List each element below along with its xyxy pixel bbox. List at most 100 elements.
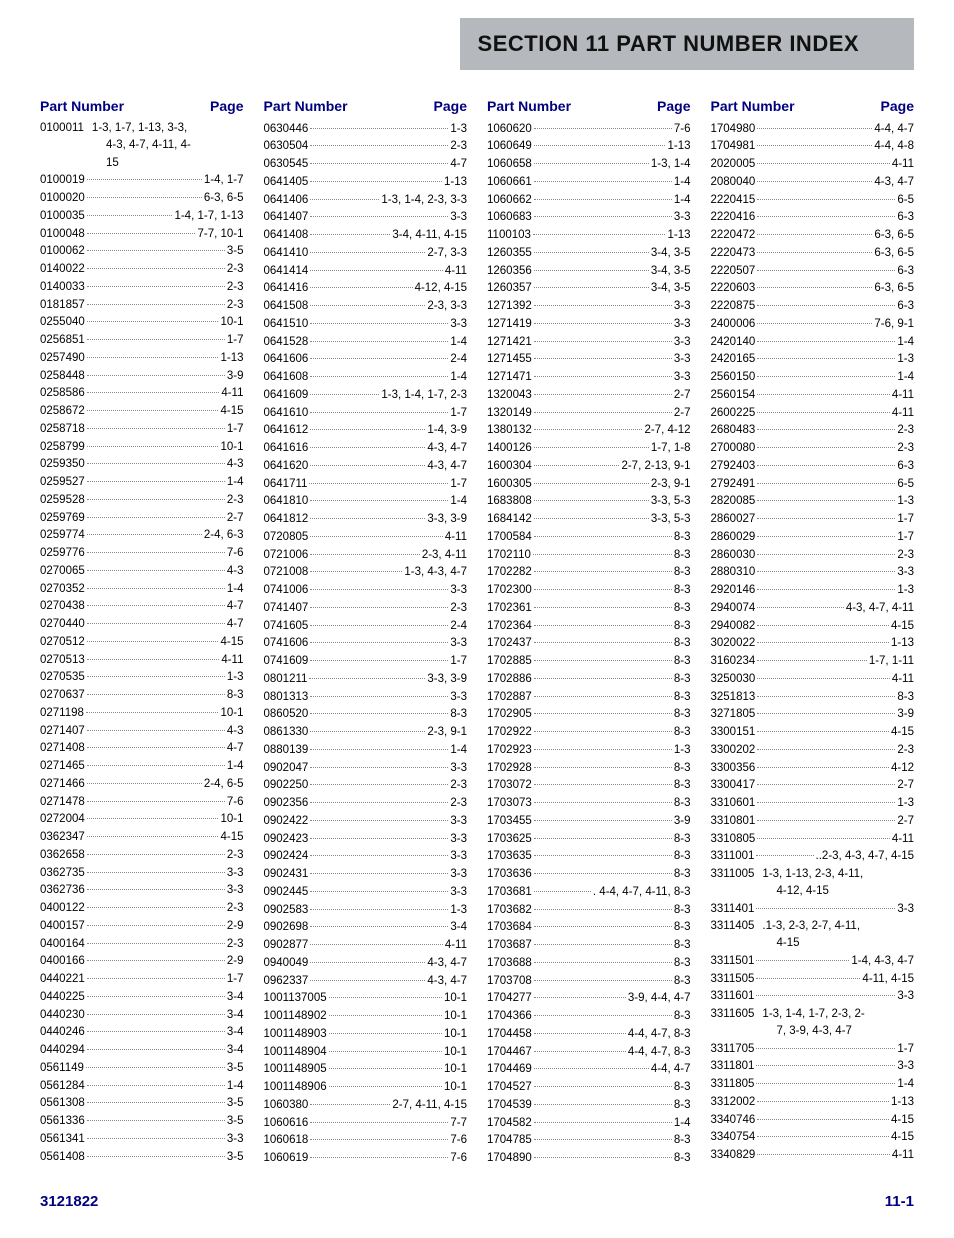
- leader-dots: [757, 1090, 889, 1102]
- part-number: 0902250: [264, 777, 309, 794]
- leader-dots: [534, 614, 672, 626]
- leader-dots: [87, 861, 225, 873]
- page-ref: 3-3: [674, 334, 691, 351]
- index-entry: 33114013-3: [711, 900, 915, 918]
- part-number: 2220875: [711, 298, 756, 315]
- leader-dots: [87, 222, 196, 234]
- part-number: 0860520: [264, 706, 309, 723]
- page-ref: 8-3: [674, 529, 691, 546]
- leader-dots: [534, 312, 672, 324]
- part-number: 2940074: [711, 600, 756, 617]
- leader-dots: [310, 224, 390, 236]
- part-number: 1704582: [487, 1115, 532, 1132]
- leader-dots: [757, 490, 895, 502]
- leader-dots: [534, 880, 591, 892]
- page-ref: 8-3: [674, 582, 691, 599]
- part-number: 1704277: [487, 990, 532, 1007]
- leader-dots: [757, 259, 895, 271]
- part-number: 0259527: [40, 474, 85, 491]
- part-number: 1702300: [487, 582, 532, 599]
- part-number: 1704785: [487, 1132, 532, 1149]
- leader-dots: [87, 382, 220, 394]
- page-ref: 10-1: [444, 990, 467, 1007]
- header-page: Page: [881, 98, 914, 114]
- index-column: Part NumberPage06304461-306305042-306305…: [264, 98, 468, 1167]
- page-ref: 2-3: [450, 795, 467, 812]
- page-ref: 2-3: [450, 138, 467, 155]
- leader-dots: [310, 721, 425, 733]
- part-number: 0641612: [264, 422, 309, 439]
- part-number: 1702923: [487, 742, 532, 759]
- page-ref: 1-3, 1-13, 2-3, 4-11,: [762, 866, 863, 883]
- page-ref: 8-3: [674, 653, 691, 670]
- leader-dots: [310, 153, 448, 165]
- page-ref: 8-3: [674, 955, 691, 972]
- part-number: 0362735: [40, 865, 85, 882]
- part-number: 0270352: [40, 581, 85, 598]
- leader-dots: [87, 1003, 225, 1015]
- page-ref: 3-3: [450, 760, 467, 777]
- part-number: 3340746: [711, 1112, 756, 1129]
- part-number: 1702887: [487, 689, 532, 706]
- leader-dots: [310, 135, 448, 147]
- part-number: 1703625: [487, 831, 532, 848]
- leader-dots: [87, 808, 219, 820]
- leader-dots: [87, 737, 225, 749]
- page-ref: 8-3: [674, 689, 691, 706]
- page-ref: 1-13: [667, 138, 690, 155]
- page-ref: 3-3: [227, 865, 244, 882]
- part-number: 1702282: [487, 564, 532, 581]
- page-ref: 10-1: [444, 1079, 467, 1096]
- part-number: 3311005: [711, 866, 755, 883]
- leader-dots: [87, 400, 219, 412]
- leader-dots: [310, 579, 448, 591]
- page-ref: 8-3: [674, 1150, 691, 1167]
- page-ref: 4-7: [227, 598, 244, 615]
- part-number: 0271407: [40, 723, 85, 740]
- leader-dots: [86, 701, 219, 713]
- leader-dots: [534, 401, 672, 413]
- part-number: 0258672: [40, 403, 85, 420]
- page-ref: 8-3: [674, 600, 691, 617]
- leader-dots: [534, 277, 649, 289]
- leader-dots: [310, 1147, 448, 1159]
- part-number: 3311401: [711, 901, 755, 918]
- part-number: 0100019: [40, 172, 85, 189]
- page-ref: 8-3: [674, 777, 691, 794]
- leader-dots: [310, 969, 425, 981]
- leader-dots: [87, 187, 202, 199]
- page-ref: 8-3: [674, 671, 691, 688]
- part-number: 1400126: [487, 440, 532, 457]
- part-number: 0270438: [40, 598, 85, 615]
- page-ref: 4-7: [450, 156, 467, 173]
- part-number: 0902422: [264, 813, 309, 830]
- part-number: 1703073: [487, 795, 532, 812]
- leader-dots: [534, 135, 666, 147]
- leader-dots: [756, 1037, 895, 1049]
- leader-dots: [757, 756, 889, 768]
- part-number: 0902445: [264, 884, 309, 901]
- part-number: 0440246: [40, 1024, 85, 1041]
- part-number: 3160234: [711, 653, 756, 670]
- page-ref: 1-7, 1-8: [651, 440, 691, 457]
- part-number: 0256851: [40, 332, 85, 349]
- part-number: 1260355: [487, 245, 532, 262]
- page-ref: 3-4: [450, 919, 467, 936]
- leader-dots: [310, 951, 425, 963]
- leader-dots: [757, 561, 895, 573]
- part-number: 3271805: [711, 706, 756, 723]
- leader-dots: [534, 206, 672, 218]
- leader-dots: [757, 1126, 889, 1138]
- part-number: 1703681: [487, 884, 532, 901]
- page-ref: 3-3: [450, 813, 467, 830]
- part-number: 0100035: [40, 208, 85, 225]
- leader-dots: [329, 1076, 442, 1088]
- section-title: SECTION 11 PART NUMBER INDEX: [460, 18, 914, 70]
- leader-dots: [757, 330, 895, 342]
- leader-dots: [534, 685, 672, 697]
- leader-dots: [310, 703, 448, 715]
- page-ref: .1-3, 2-3, 2-7, 4-11,: [762, 918, 860, 935]
- page-ref: 4-15: [891, 1112, 914, 1129]
- part-number: 2700080: [711, 440, 756, 457]
- leader-dots: [757, 153, 890, 165]
